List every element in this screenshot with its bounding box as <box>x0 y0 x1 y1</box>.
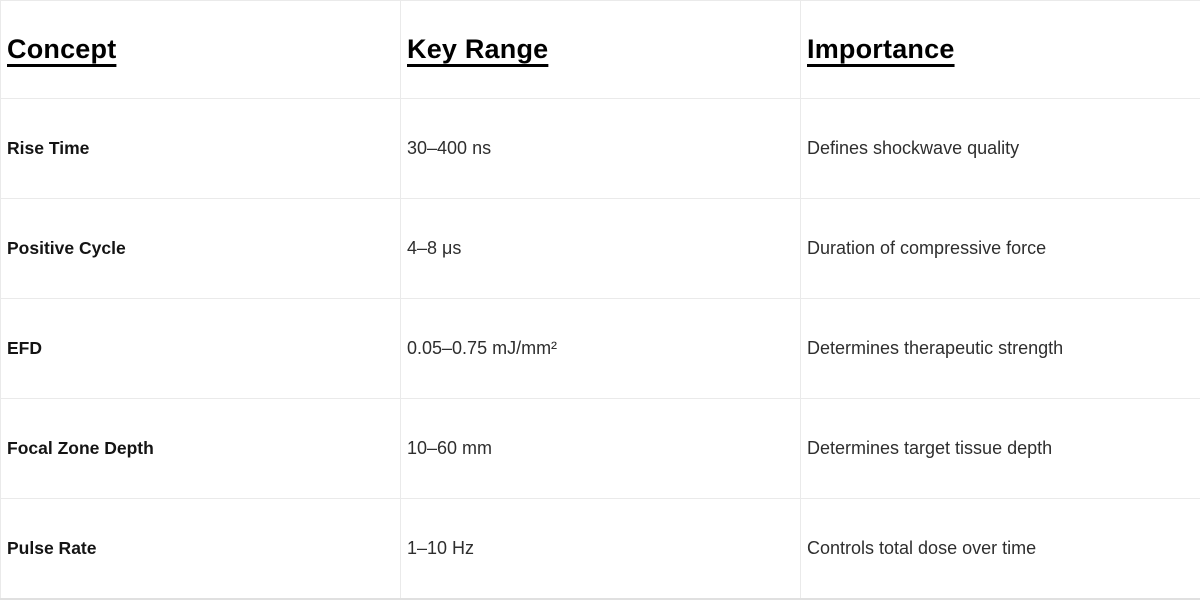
cell-importance: Defines shockwave quality <box>800 98 1200 199</box>
cell-concept: Rise Time <box>0 98 401 199</box>
header-cell-importance: Importance <box>800 0 1200 99</box>
cell-concept: Pulse Rate <box>0 498 401 599</box>
cell-concept: Focal Zone Depth <box>0 398 401 499</box>
table-header-row: Concept Key Range Importance <box>0 0 1200 99</box>
cell-key-range: 0.05–0.75 mJ/mm² <box>400 298 801 399</box>
cell-importance: Controls total dose over time <box>800 498 1200 599</box>
cell-key-range: 10–60 mm <box>400 398 801 499</box>
cell-key-range: 4–8 μs <box>400 198 801 299</box>
cell-concept: Positive Cycle <box>0 198 401 299</box>
table-row: Positive Cycle 4–8 μs Duration of compre… <box>0 198 1200 299</box>
cell-importance: Determines target tissue depth <box>800 398 1200 499</box>
table-row: Rise Time 30–400 ns Defines shockwave qu… <box>0 98 1200 199</box>
cell-concept: EFD <box>0 298 401 399</box>
table-row: EFD 0.05–0.75 mJ/mm² Determines therapeu… <box>0 298 1200 399</box>
cell-importance: Determines therapeutic strength <box>800 298 1200 399</box>
cell-key-range: 30–400 ns <box>400 98 801 199</box>
cell-key-range: 1–10 Hz <box>400 498 801 599</box>
table-row: Pulse Rate 1–10 Hz Controls total dose o… <box>0 498 1200 599</box>
header-cell-concept: Concept <box>0 0 401 99</box>
header-cell-key-range: Key Range <box>400 0 801 99</box>
cell-importance: Duration of compressive force <box>800 198 1200 299</box>
table-row: Focal Zone Depth 10–60 mm Determines tar… <box>0 398 1200 499</box>
